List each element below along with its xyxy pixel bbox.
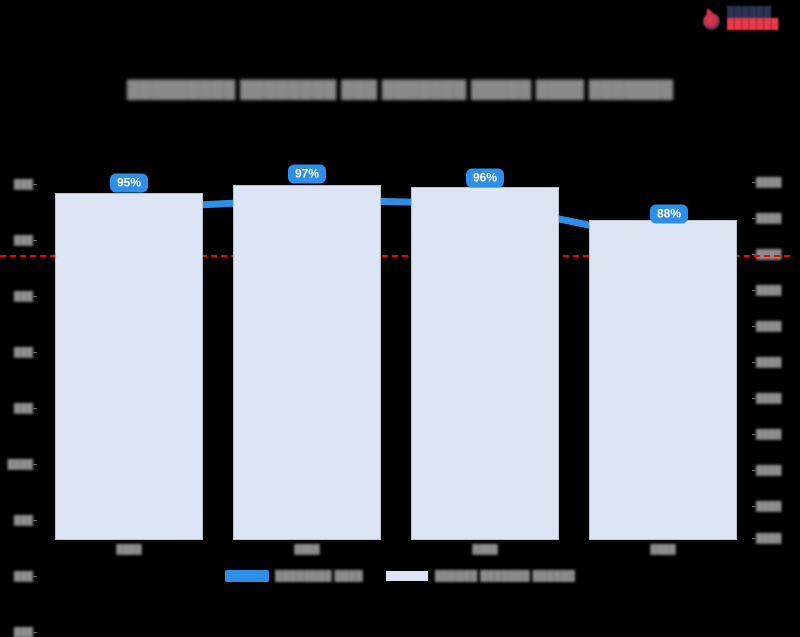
logo-wordmark: ██████ ███████: [727, 8, 779, 30]
bar-3: [411, 187, 559, 540]
left-axis-tickmark-6: [33, 464, 37, 465]
left-axis-tickmark-9: [33, 632, 37, 633]
legend-swatch-2-icon: [384, 570, 429, 582]
right-axis-tick-label-9: ████: [756, 465, 782, 475]
category-label-2: ████: [294, 544, 320, 554]
right-axis-tickmark-7: [752, 398, 756, 399]
right-axis-tick-label-1: ████: [756, 177, 782, 187]
left-axis-tickmark-1: [33, 184, 37, 185]
right-axis-tickmark-5: [752, 326, 756, 327]
right-axis-tickmark-2: [752, 218, 756, 219]
right-value-axis: ████ ████ ████ ████ ████ ████ ████ ████ ████ ████…: [752, 177, 800, 543]
right-axis-tickmark-8: [752, 434, 756, 435]
right-axis-tickmark-9: [752, 470, 756, 471]
right-axis-tick-label-4: ████: [756, 285, 782, 295]
left-axis-tickmark-4: [33, 352, 37, 353]
left-axis-tick-label-7: ███: [13, 515, 33, 525]
left-axis-tick-label-1: ███: [13, 179, 33, 189]
company-logo: ██████ ███████: [702, 4, 794, 34]
right-axis-tickmark-3: [752, 254, 756, 255]
right-axis-tick-label-2: ████: [756, 213, 782, 223]
legend-label-1: ████████ ████: [275, 570, 363, 582]
chart-title: █████████ ████████ ███ ███████ █████ ███…: [126, 80, 674, 99]
data-label-3: 96%: [465, 168, 505, 188]
left-axis-tick-label-3: ███: [13, 291, 33, 301]
left-axis-tickmark-8: [33, 576, 37, 577]
target-reference-line: [0, 255, 790, 257]
chart-legend: ████████ ████ ██████ ███████ ██████: [0, 570, 800, 582]
left-axis-tick-label-6: ████: [7, 459, 33, 469]
category-label-1: ████: [116, 544, 142, 554]
left-axis-tickmark-2: [33, 240, 37, 241]
data-label-4: 88%: [649, 204, 689, 224]
left-axis-tickmark-3: [33, 296, 37, 297]
legend-label-2: ██████ ███████ ██████: [434, 570, 575, 582]
right-axis-tick-label-7: ████: [756, 393, 782, 403]
plot-area: 95% 97% 96% 88%: [0, 164, 790, 540]
logo-line-2: ███████: [727, 19, 779, 30]
right-axis-tick-label-3: ████: [756, 249, 782, 259]
left-axis-tick-label-9: ███: [13, 627, 33, 637]
logo-droplet-icon: [702, 6, 724, 31]
right-axis-tick-label-8: ████: [756, 429, 782, 439]
left-axis-tickmark-5: [33, 408, 37, 409]
right-axis-tickmark-1: [752, 182, 756, 183]
left-axis-tick-label-5: ███: [13, 403, 33, 413]
right-axis-tickmark-4: [752, 290, 756, 291]
legend-item-1[interactable]: ████████ ████: [225, 570, 363, 582]
right-axis-tick-label-10: ████: [756, 501, 782, 511]
left-value-axis: ███ ███ ███ ███ ███ ████ ███ ███ ███: [0, 178, 37, 637]
right-axis-tickmark-11: [752, 538, 756, 539]
chart-canvas: ██████ ███████ █████████ ████████ ███ ██…: [0, 4, 800, 637]
bar-1: [55, 193, 203, 540]
legend-swatch-1-icon: [225, 570, 269, 582]
right-axis-tick-label-5: ████: [756, 321, 782, 331]
right-axis-tickmark-6: [752, 362, 756, 363]
legend-item-2[interactable]: ██████ ███████ ██████: [384, 570, 575, 582]
left-axis-tick-label-2: ███: [13, 235, 33, 245]
category-axis: ████ ████ ████ ████: [40, 544, 752, 560]
left-axis-tickmark-7: [33, 520, 37, 521]
right-axis-tick-label-11: ████: [756, 533, 782, 543]
right-axis-tick-label-6: ████: [756, 357, 782, 367]
data-label-1: 95%: [109, 173, 149, 192]
category-label-3: ████: [472, 544, 498, 554]
left-axis-tick-label-4: ███: [13, 347, 33, 357]
logo-line-1: ██████: [727, 7, 772, 18]
data-label-2: 97%: [287, 164, 327, 183]
bar-4: [589, 220, 737, 540]
bar-2: [233, 185, 381, 540]
category-label-4: ████: [650, 544, 676, 554]
left-axis-tick-label-8: ███: [13, 571, 33, 581]
right-axis-tickmark-10: [752, 506, 756, 507]
